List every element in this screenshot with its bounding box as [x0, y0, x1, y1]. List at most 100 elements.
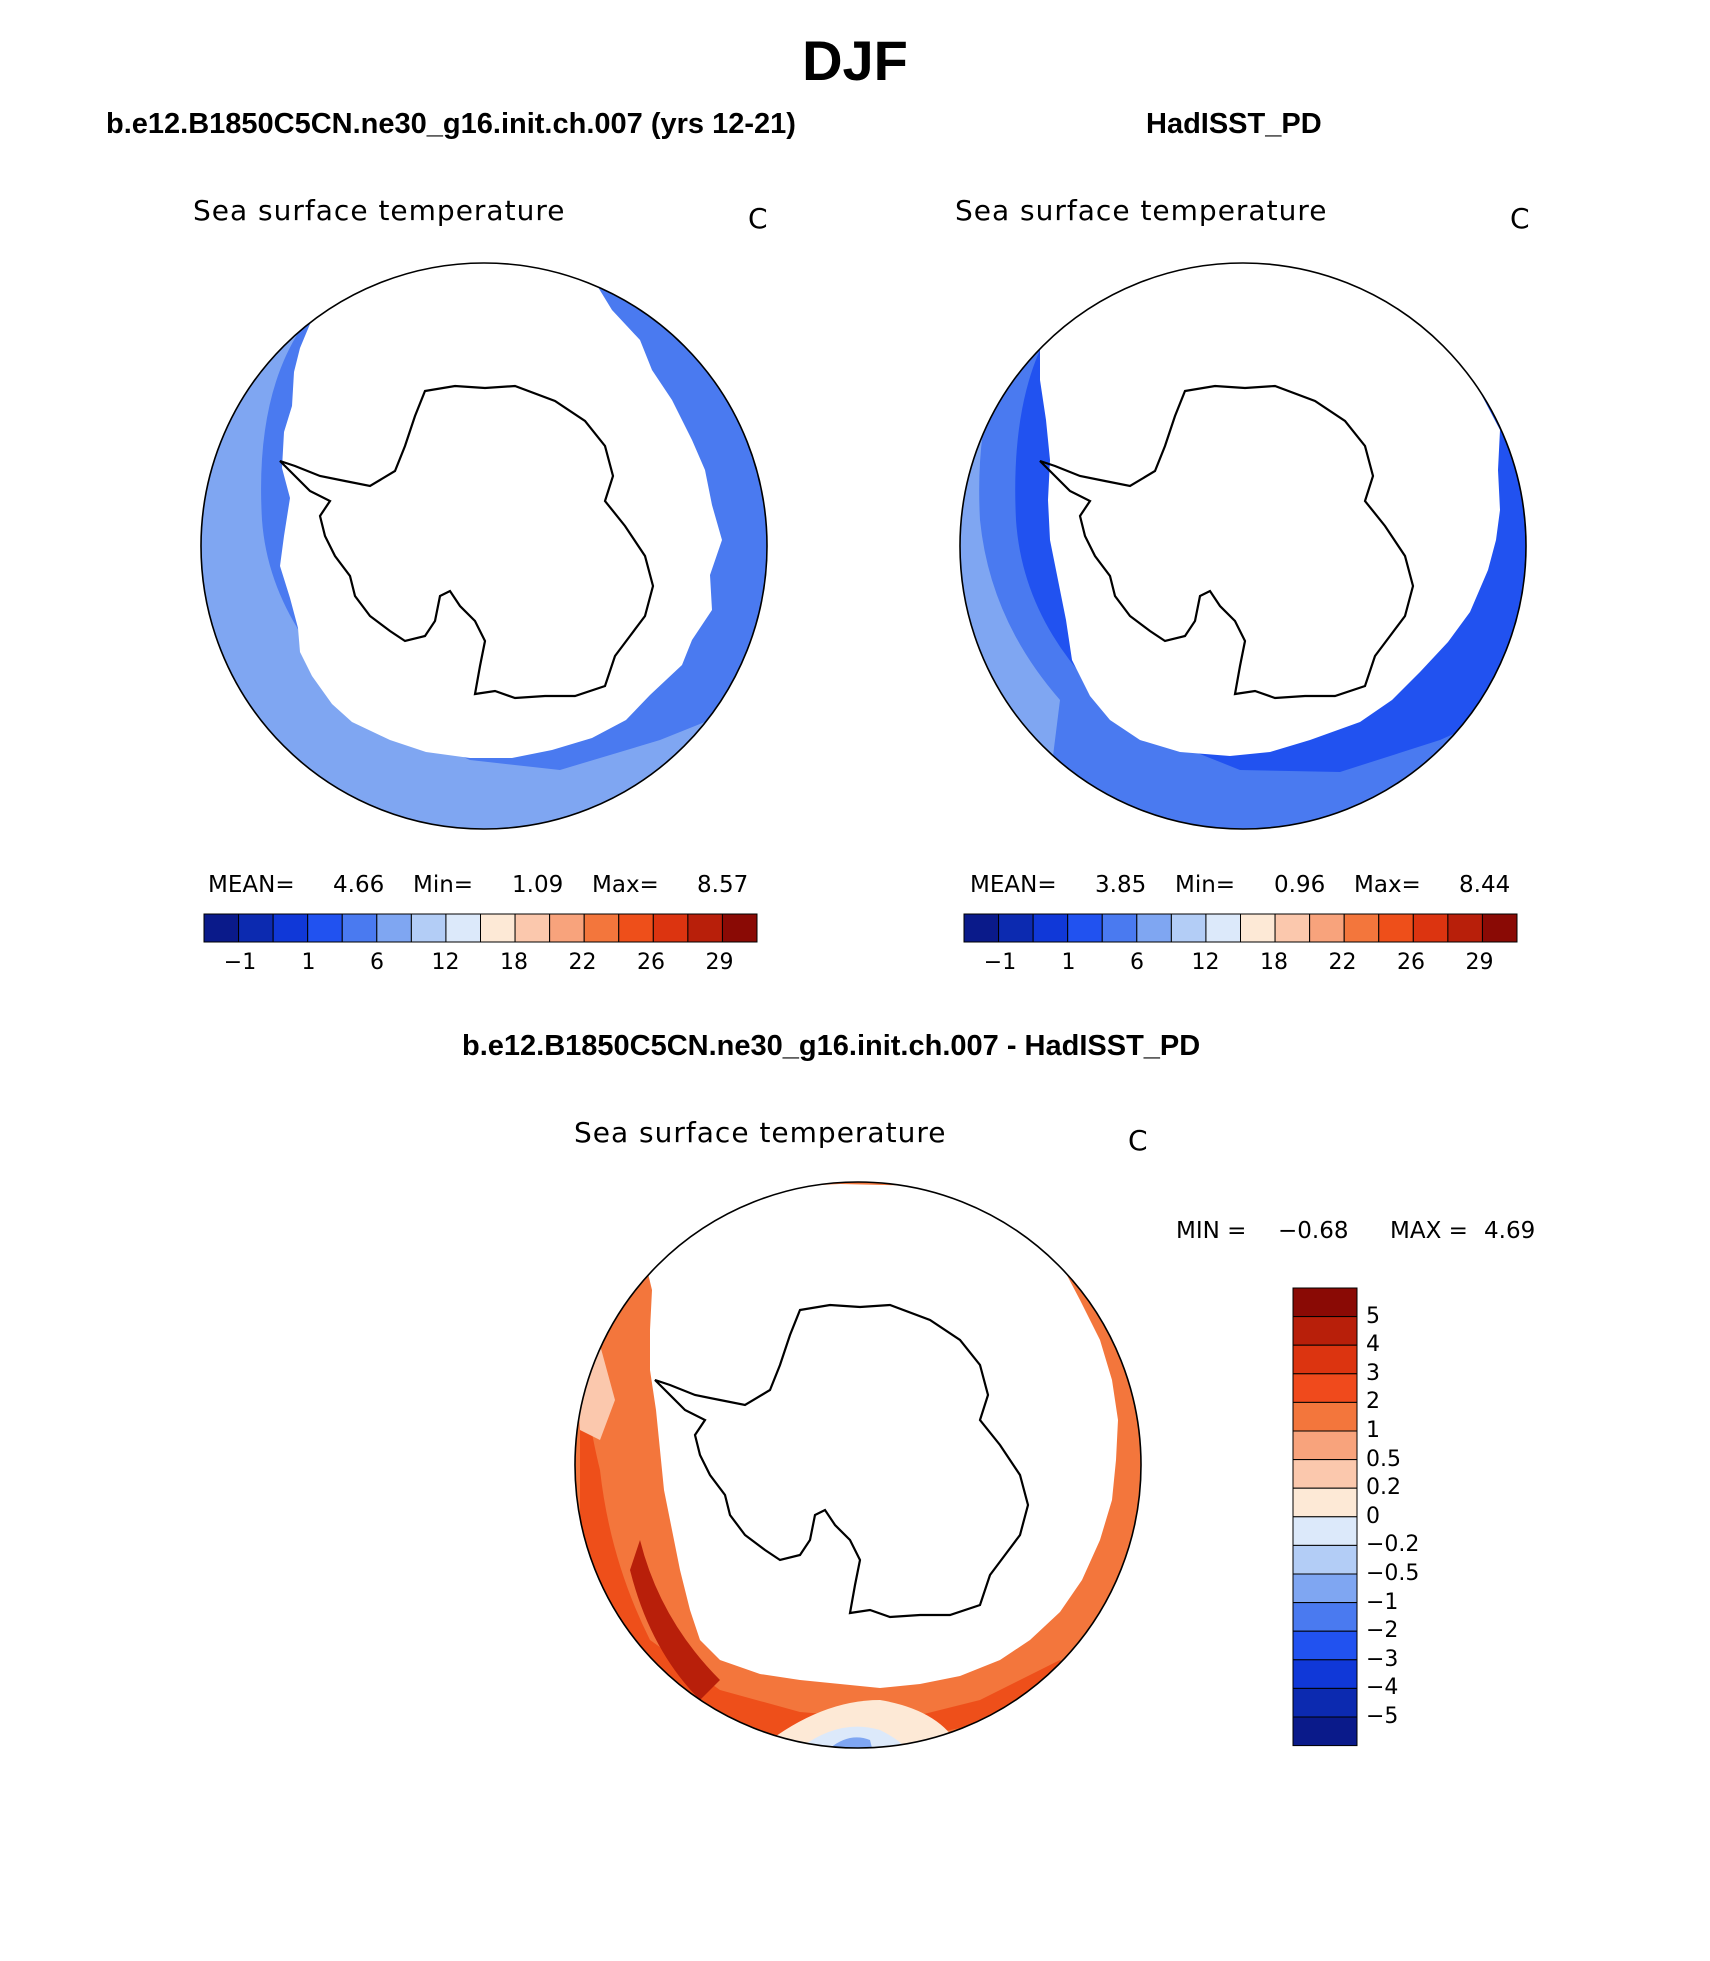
- colorbar-box: [1481, 913, 1518, 943]
- panel-2-map-border: [959, 262, 1527, 830]
- colorbar-tick-label: 5: [1366, 1303, 1380, 1329]
- panel-3-max-label: MAX =: [1390, 1218, 1468, 1244]
- colorbar-box: [514, 913, 551, 943]
- panel-2-variable-title: Sea surface temperature: [955, 194, 1328, 227]
- panel-3-max-value: 4.69: [1484, 1218, 1536, 1244]
- colorbar-box: [1343, 913, 1380, 943]
- panel-1-colorbar: [203, 913, 758, 943]
- colorbar-tick-label: −5: [1366, 1704, 1399, 1729]
- colorbar-tick-label: 2: [1366, 1389, 1380, 1415]
- colorbar-tick-label: 22: [1328, 950, 1357, 975]
- colorbar-box: [1205, 913, 1241, 943]
- colorbar-box: [445, 913, 481, 943]
- colorbar-box: [1067, 913, 1103, 943]
- panel-1-min-label: Min=: [413, 872, 474, 898]
- colorbar-tick-label: 6: [1130, 950, 1144, 975]
- colorbar-box: [1292, 1716, 1358, 1747]
- panel-2-mean-value: 3.85: [1095, 872, 1147, 898]
- colorbar-tick-label: −1: [1366, 1589, 1399, 1615]
- colorbar-tick-label: 0.2: [1366, 1475, 1401, 1501]
- colorbar-tick-label: 29: [705, 950, 734, 975]
- colorbar-tick-label: −3: [1366, 1646, 1399, 1672]
- colorbar-box: [1309, 913, 1345, 943]
- colorbar-box: [1292, 1487, 1358, 1518]
- panel-3-colorbar: [1292, 1287, 1358, 1747]
- panel-2-max-label: Max=: [1354, 872, 1421, 898]
- panel-1-max-label: Max=: [592, 872, 659, 898]
- panel-3-min-value: −0.68: [1278, 1218, 1349, 1244]
- colorbar-box: [272, 913, 309, 943]
- panel-3-near-zero-patch: [760, 1700, 960, 1748]
- panel-1-max-value: 8.57: [697, 872, 749, 898]
- colorbar-box: [1292, 1630, 1358, 1661]
- colorbar-tick-label: 1: [1061, 950, 1076, 975]
- colorbar-tick-label: 26: [1397, 950, 1425, 975]
- colorbar-tick-label: 12: [1191, 950, 1220, 975]
- figure-title: DJF: [802, 29, 908, 92]
- panel-2-case-title: HadISST_PD: [1146, 108, 1322, 140]
- colorbar-box: [1240, 913, 1276, 943]
- colorbar-tick-label: 4: [1366, 1332, 1380, 1358]
- panel-3-units: C: [1128, 1124, 1148, 1157]
- colorbar-tick-label: 6: [370, 950, 384, 975]
- panel-1-min-value: 1.09: [512, 872, 564, 898]
- colorbar-box: [1292, 1459, 1358, 1489]
- colorbar-box: [1292, 1316, 1358, 1346]
- colorbar-box: [1170, 913, 1207, 943]
- colorbar-tick-label: −4: [1366, 1675, 1399, 1701]
- colorbar-box: [1412, 913, 1449, 943]
- colorbar-box: [1274, 913, 1311, 943]
- colorbar-box: [1292, 1287, 1358, 1318]
- colorbar-box: [618, 913, 654, 943]
- panel-3-min-label: MIN =: [1176, 1218, 1247, 1244]
- colorbar-box: [480, 913, 516, 943]
- colorbar-box: [721, 913, 758, 943]
- panel-2-max-value: 8.44: [1459, 872, 1511, 898]
- colorbar-tick-label: 12: [431, 950, 460, 975]
- colorbar-box: [687, 913, 723, 943]
- panel-1-warm-band: [201, 300, 767, 829]
- panel-3-cool-patch: [800, 1726, 905, 1748]
- panel-1-sea-ice-mask: [228, 263, 722, 758]
- colorbar-tick-label: −1: [223, 950, 257, 975]
- panel-3-variable-title: Sea surface temperature: [574, 1116, 947, 1149]
- panel-2-min-value: 0.96: [1274, 872, 1326, 898]
- colorbar-box: [1292, 1602, 1358, 1632]
- colorbar-box: [341, 913, 378, 943]
- colorbar-box: [1292, 1401, 1358, 1432]
- colorbar-box: [583, 913, 620, 943]
- colorbar-box: [376, 913, 412, 943]
- colorbar-tick-label: −0.5: [1366, 1561, 1420, 1586]
- colorbar-tick-label: 1: [301, 950, 316, 975]
- colorbar-tick-label: 29: [1465, 950, 1494, 975]
- colorbar-box: [238, 913, 274, 943]
- colorbar-box: [203, 913, 240, 943]
- panel-2-min-label: Min=: [1175, 872, 1236, 898]
- colorbar-box: [1136, 913, 1172, 943]
- panel-3-case-title: b.e12.B1850C5CN.ne30_g16.init.ch.007 - H…: [462, 1030, 1201, 1062]
- colorbar-box: [1292, 1516, 1358, 1546]
- colorbar-box: [963, 913, 1000, 943]
- colorbar-box: [1292, 1659, 1358, 1689]
- panel-1-map: [200, 262, 768, 830]
- colorbar-box: [1292, 1687, 1358, 1718]
- panel-3-cool-core: [830, 1737, 872, 1748]
- panel-2-colorbar: [963, 913, 1518, 943]
- colorbar-tick-label: 18: [500, 950, 528, 975]
- colorbar-box: [1292, 1573, 1358, 1604]
- colorbar-tick-label: 18: [1260, 950, 1288, 975]
- colorbar-box: [998, 913, 1034, 943]
- colorbar-tick-label: 26: [637, 950, 665, 975]
- colorbar-box: [652, 913, 689, 943]
- panel-2-map: [959, 262, 1527, 830]
- colorbar-tick-label: 0: [1366, 1503, 1380, 1529]
- panel-3-max-warm-patch: [630, 1540, 720, 1700]
- colorbar-tick-label: 1: [1366, 1418, 1380, 1443]
- colorbar-tick-label: −1: [983, 950, 1017, 975]
- colorbar-box: [1378, 913, 1414, 943]
- colorbar-tick-label: 0.5: [1366, 1446, 1401, 1472]
- colorbar-box: [1032, 913, 1069, 943]
- panel-1-variable-title: Sea surface temperature: [193, 194, 566, 227]
- colorbar-box: [1292, 1544, 1358, 1575]
